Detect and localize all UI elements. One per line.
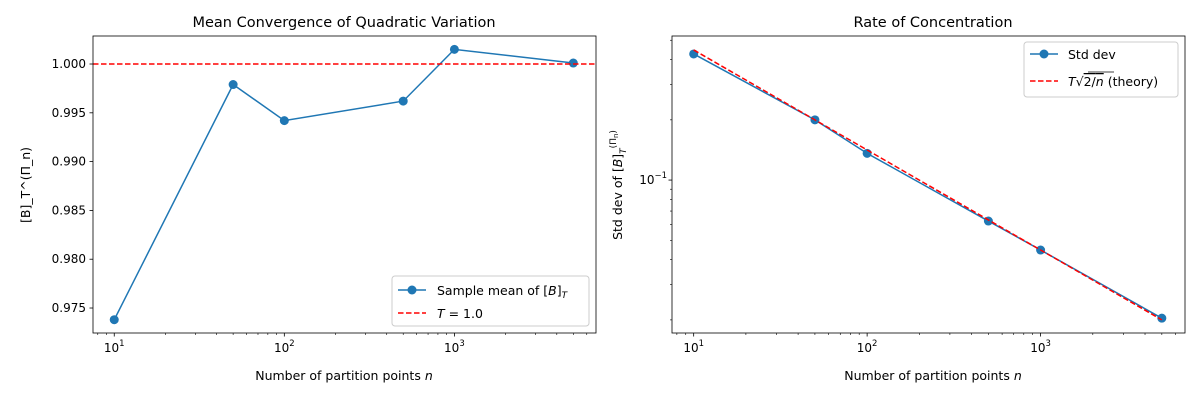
chart-title: Mean Convergence of Quadratic Variation — [192, 15, 495, 31]
data-point — [398, 96, 408, 106]
axes-frame — [671, 35, 1186, 334]
data-point — [228, 80, 238, 90]
y-tick-label: 0.990 — [52, 155, 86, 169]
legend-label-std: Std dev — [1068, 47, 1116, 62]
legend: Sample mean of [B]T T = 1.0 — [391, 275, 590, 327]
data-point — [449, 44, 459, 54]
chart-mean-convergence: Mean Convergence of Quadratic Variation … — [18, 15, 597, 383]
theory-line — [693, 49, 1163, 321]
y-tick-label: 1.000 — [52, 57, 86, 71]
legend-label-t: T = 1.0 — [437, 306, 483, 321]
chart-rate-of-concentration: Rate of Concentration 101 102 103 10−1 Numb… — [609, 15, 1186, 383]
y-axis-label: Std dev of [B]T(Πn) — [609, 130, 629, 240]
y-tick-label: 0.985 — [52, 203, 86, 217]
data-point — [1157, 313, 1167, 323]
x-axis-label: Number of partition points n — [844, 368, 1022, 383]
legend-label-theory: T√2/n (theory) — [1068, 74, 1158, 89]
x-tick-label: 101 — [104, 339, 125, 355]
data-point — [109, 315, 119, 325]
y-tick-label: 0.980 — [52, 252, 86, 266]
series-line — [113, 48, 574, 321]
y-axis-label: [B]_T^(Π_n) — [18, 147, 33, 223]
x-axis-label: Number of partition points n — [255, 368, 433, 383]
axes-frame — [92, 35, 597, 334]
legend-marker — [1039, 49, 1049, 59]
legend: Std dev T√2/n (theory) — [1023, 41, 1179, 98]
x-tick-label: 102 — [857, 339, 878, 355]
y-tick-label: 0.975 — [52, 301, 86, 315]
legend-label-sample-mean: Sample mean of [B]T — [437, 283, 569, 301]
y-tick-label: 0.995 — [52, 106, 86, 120]
data-point — [568, 58, 578, 68]
x-tick-label: 103 — [444, 339, 465, 355]
x-tick-label: 103 — [1030, 339, 1051, 355]
x-tick-label: 102 — [274, 339, 295, 355]
data-point — [279, 116, 289, 126]
legend-marker — [407, 285, 417, 295]
data-point — [689, 49, 699, 59]
chart-title: Rate of Concentration — [853, 15, 1012, 31]
x-tick-label: 101 — [683, 339, 704, 355]
y-tick-label: 10−1 — [639, 171, 667, 187]
